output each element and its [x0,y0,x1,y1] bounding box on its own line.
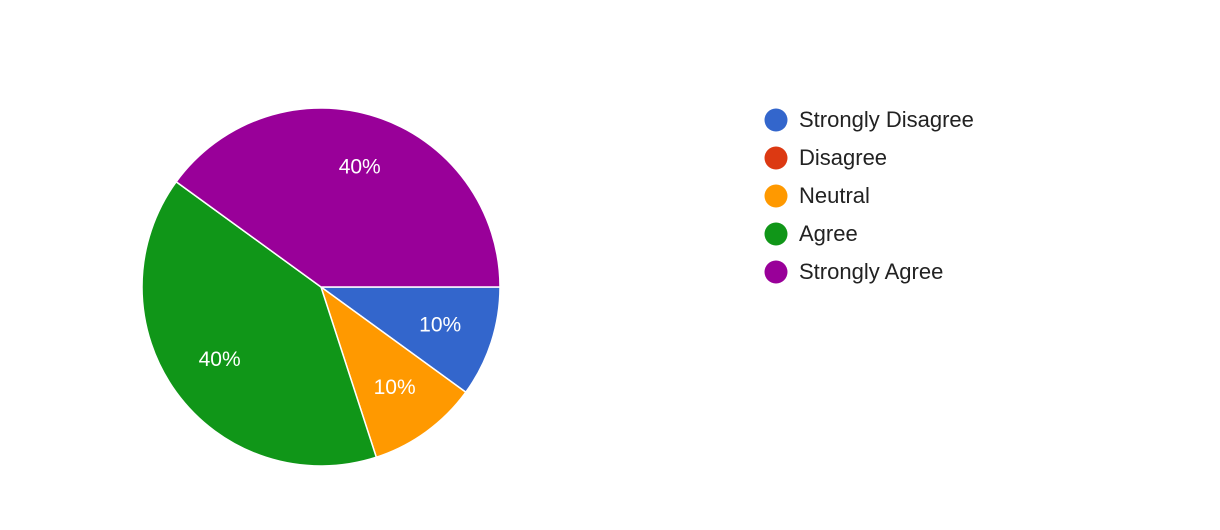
legend-label: Disagree [799,145,887,170]
slice-label: 10% [419,313,461,336]
slice-label: 10% [374,376,416,399]
legend-marker [764,222,788,246]
slice-label: 40% [339,155,381,178]
pie-slice [141,180,378,467]
slice-label: 40% [199,348,241,371]
pie-slice [175,107,501,288]
legend-marker [764,108,788,132]
pie-slice [319,285,467,459]
legend-label: Strongly Disagree [799,107,974,132]
legend-marker [764,146,788,170]
legend-label: Agree [799,221,858,246]
legend-marker [764,260,788,284]
legend-label: Neutral [799,183,870,208]
legend-marker [764,184,788,208]
pie-slice [318,286,501,394]
legend-label: Strongly Agree [799,259,943,284]
